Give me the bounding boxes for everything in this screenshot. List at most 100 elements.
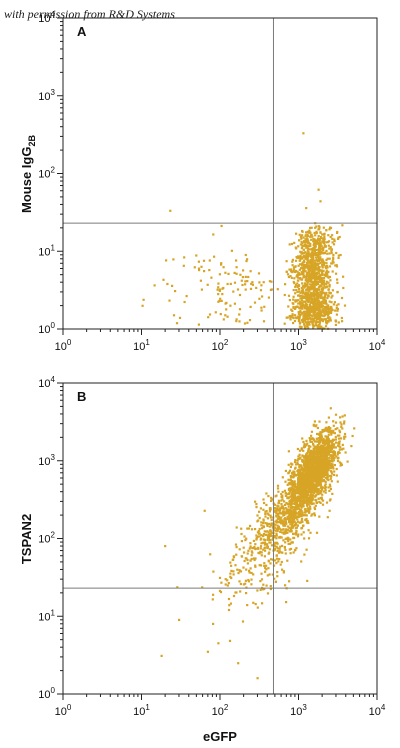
- panel-a-event-point: [250, 282, 253, 285]
- panel-a-event-point: [172, 258, 175, 261]
- panel-b-event-point: [305, 444, 308, 447]
- panel-b-event-point: [306, 481, 309, 484]
- panel-a-event-point: [302, 292, 305, 295]
- panel-b-event-point: [263, 564, 266, 567]
- panel-a-event-point: [308, 300, 311, 303]
- panel-b-event-point: [304, 464, 307, 468]
- panel-a-event-point: [315, 232, 318, 235]
- panel-a-event-point: [284, 283, 287, 286]
- panel-b-event-point: [299, 521, 302, 524]
- panel-b-event-point: [307, 485, 310, 488]
- panel-b-event-point: [288, 502, 291, 506]
- panel-b-event-point: [344, 451, 347, 454]
- panel-a-event-point: [319, 284, 322, 287]
- panel-b-event-point: [305, 439, 308, 442]
- panel-b-event-point: [275, 537, 278, 540]
- panel-b-event-point: [294, 491, 297, 494]
- panel-a-event-point: [307, 306, 310, 309]
- panel-b-event-point: [306, 483, 309, 486]
- panel-b-event-point: [330, 463, 333, 466]
- panel-b-event-point: [273, 577, 276, 580]
- panel-a-event-point: [290, 270, 293, 273]
- panel-a-event-point: [305, 264, 308, 267]
- panel-a-event-point: [318, 258, 321, 261]
- panel-a-event-point: [328, 228, 331, 231]
- panel-b-event-point: [284, 541, 287, 544]
- panel-b-event-point: [246, 527, 249, 530]
- panel-a-event-point: [313, 263, 317, 266]
- panel-b-event-point: [229, 572, 232, 575]
- panel-a-event-point: [288, 243, 291, 246]
- panel-a-event-point: [302, 284, 305, 287]
- panel-a-event-point: [300, 237, 303, 240]
- panel-a-event-point: [309, 226, 312, 229]
- panel-a-event-point: [324, 314, 327, 317]
- panel-b-event-point: [287, 512, 290, 515]
- panel-b-event-point: [289, 511, 292, 514]
- panel-a-event-point: [293, 241, 296, 244]
- panel-b-event-point: [343, 414, 346, 417]
- panel-b-event-point: [280, 560, 283, 564]
- panel-b-event-point: [289, 547, 293, 550]
- panel-b-event-point: [285, 537, 288, 541]
- panel-b-event-point: [338, 434, 341, 437]
- panel-b-event-point: [292, 510, 296, 513]
- panel-b-event-point: [250, 528, 254, 531]
- panel-a-event-point: [314, 294, 317, 297]
- panel-b-event-point: [302, 480, 305, 483]
- panel-b-event-point: [298, 471, 301, 475]
- panel-a-event-point: [301, 261, 305, 264]
- panel-a-event-point: [244, 253, 247, 257]
- panel-b-event-point: [287, 537, 290, 540]
- panel-b-event-point: [297, 512, 300, 515]
- panel-b-event-point: [298, 493, 301, 496]
- panel-a-event-point: [287, 275, 290, 279]
- panel-b-event-point: [309, 531, 312, 534]
- panel-b-event-point: [288, 469, 292, 472]
- panel-b-event-point: [292, 536, 295, 539]
- panel-b-event-point: [295, 515, 298, 518]
- panel-a-event-point: [245, 260, 248, 263]
- panel-a-event-point: [303, 314, 306, 318]
- panel-b-event-point: [238, 570, 241, 573]
- panel-b-event-point: [326, 442, 329, 445]
- panel-a-event-point: [238, 308, 242, 311]
- panel-a-event-point: [213, 255, 216, 258]
- panel-b-event-point: [330, 465, 333, 468]
- panel-a-event-point: [307, 320, 310, 323]
- panel-b-event-point: [289, 523, 292, 526]
- panel-b-event-point: [248, 571, 251, 574]
- panel-b-event-point: [261, 527, 264, 530]
- panel-a-event-point: [341, 224, 344, 227]
- panel-b-event-point: [331, 443, 334, 446]
- panel-a-event-point: [300, 299, 303, 302]
- panel-a-event-point: [312, 303, 315, 307]
- panel-a-event-point: [316, 263, 319, 266]
- panel-b-event-point: [258, 532, 261, 535]
- panel-b-event-point: [270, 496, 273, 499]
- panel-a-event-point: [290, 268, 293, 271]
- panel-a-event-point: [321, 273, 324, 276]
- panel-a-event-point: [323, 298, 326, 301]
- panel-b-event-point: [276, 504, 279, 507]
- panel-a-event-point: [317, 327, 320, 330]
- panel-b-event-point: [318, 515, 321, 518]
- panel-a-event-point: [326, 264, 329, 268]
- panel-b-event-point: [331, 492, 334, 495]
- panel-a-event-point: [328, 300, 331, 303]
- panel-b-event-point: [315, 437, 318, 440]
- panel-a-event-point: [222, 266, 225, 269]
- panel-a-event-point: [317, 311, 320, 314]
- panel-b-event-point: [322, 474, 325, 477]
- panel-a-event-point: [260, 306, 263, 309]
- panel-a-event-point: [313, 297, 316, 300]
- panel-a-event-point: [310, 267, 313, 270]
- panel-a-event-point: [306, 316, 309, 319]
- panel-b-event-point: [295, 505, 298, 508]
- panel-b-event-point: [308, 490, 311, 493]
- panel-a-event-point: [303, 282, 307, 285]
- panel-a-event-point: [306, 260, 309, 263]
- panel-b-event-point: [313, 480, 316, 483]
- panel-a-event-point: [341, 320, 344, 323]
- panel-b-event-point: [261, 541, 264, 544]
